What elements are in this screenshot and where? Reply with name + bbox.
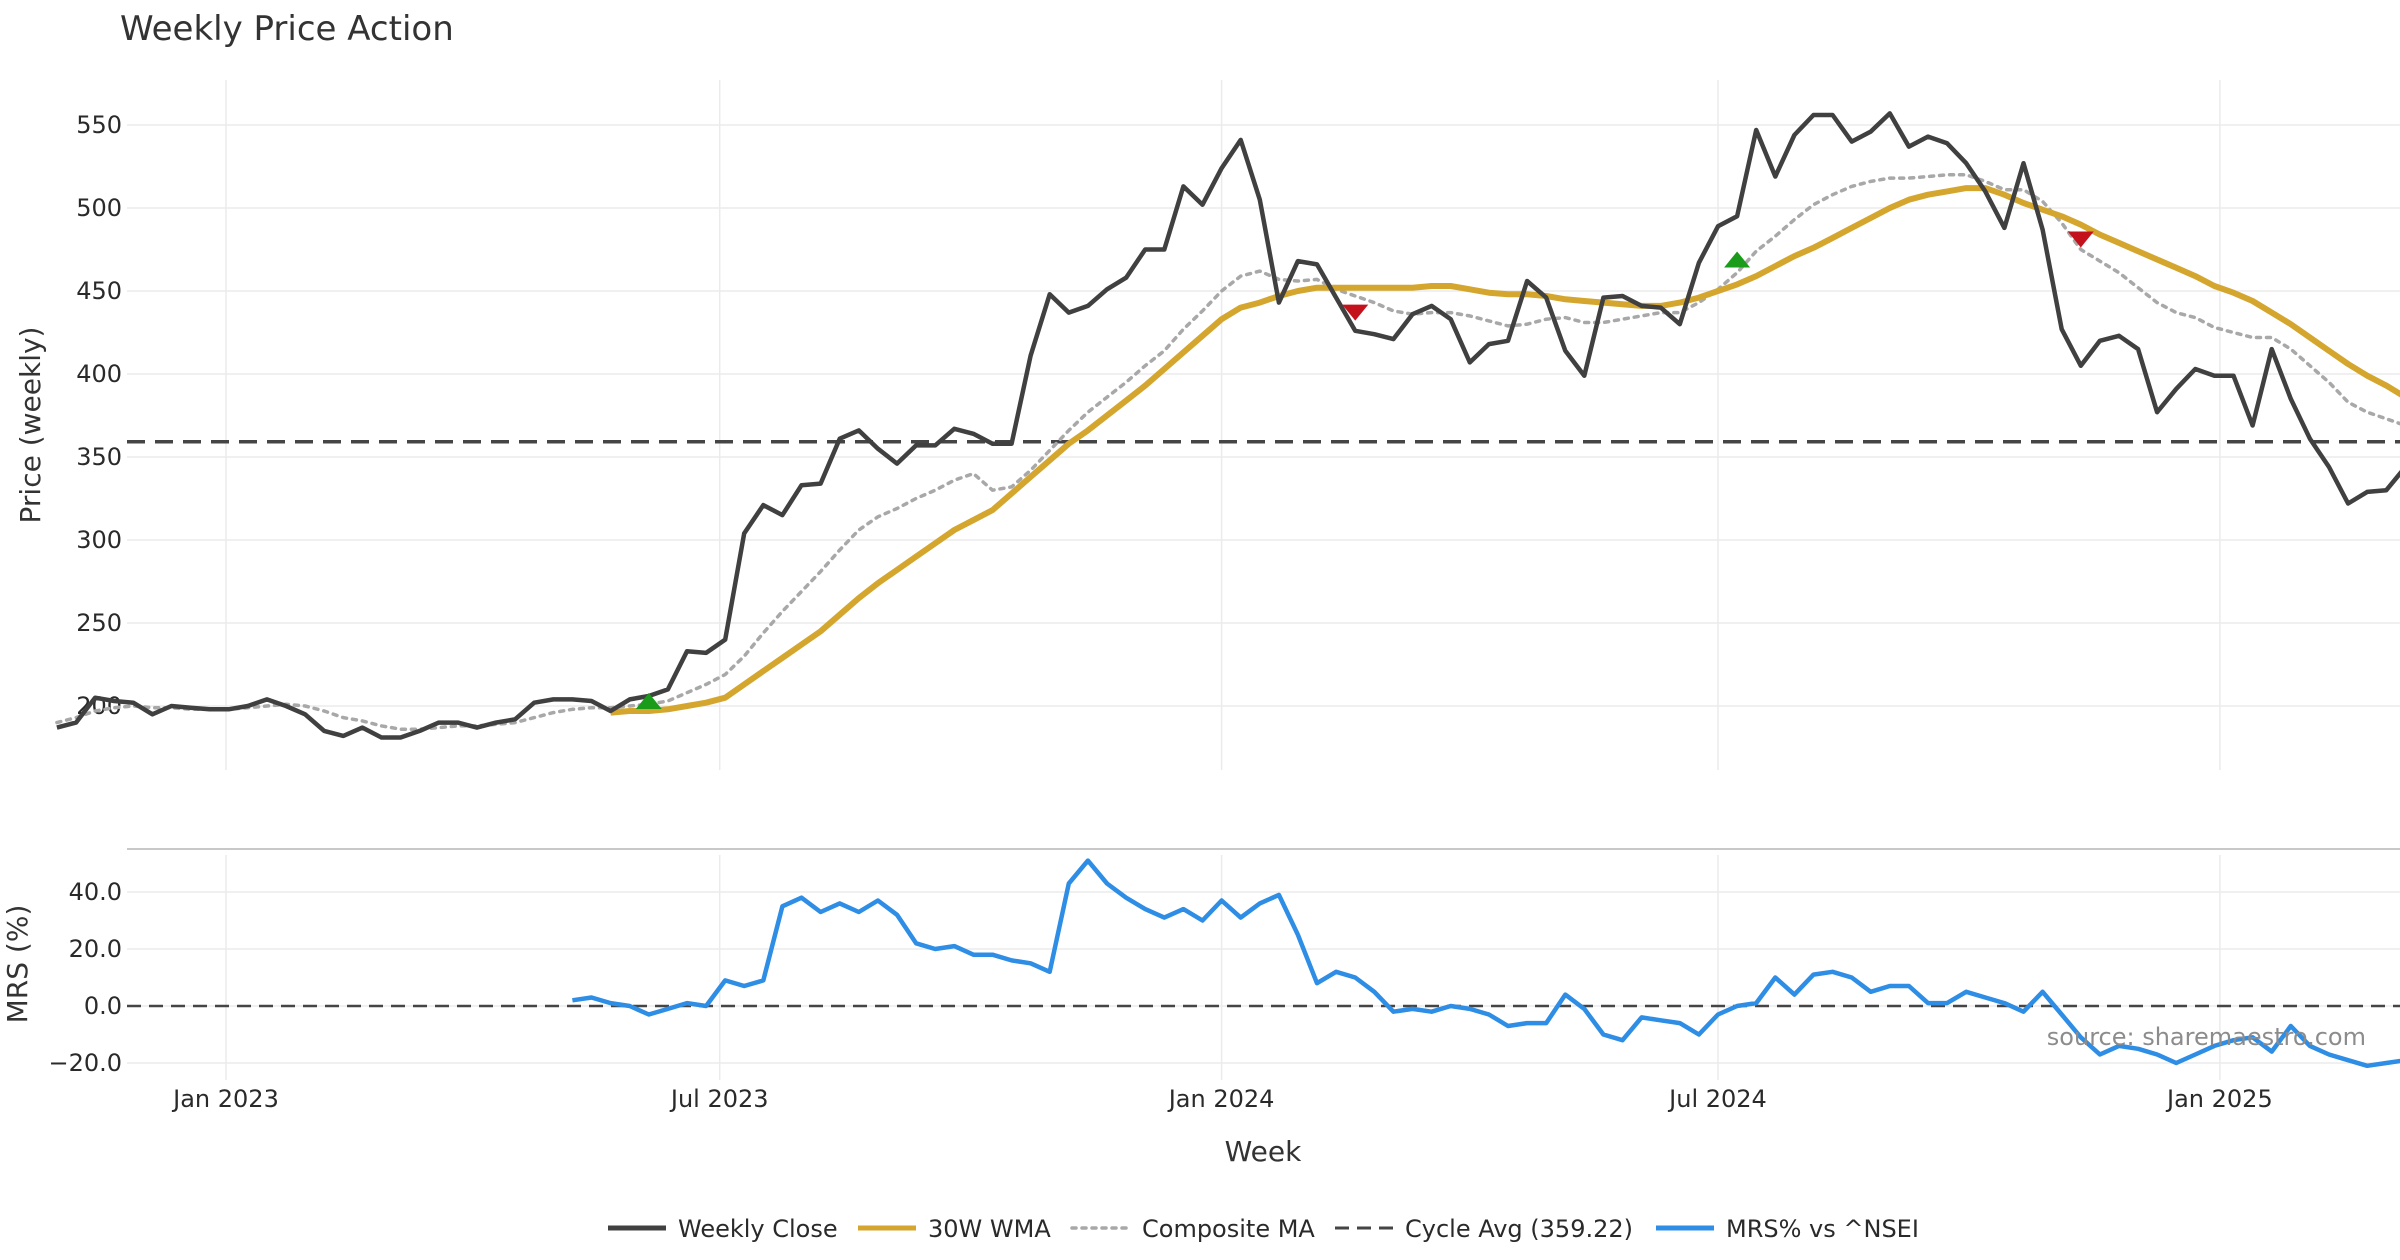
legend-item-mrs-vs-nsei: MRS% vs ^NSEI: [1656, 1215, 1919, 1243]
signal-markers: [635, 231, 2094, 710]
sell-signal-marker: [2067, 231, 2094, 248]
mrs-series-group: [127, 858, 2400, 1069]
mrs-y-tick-label: 40.0: [69, 878, 122, 906]
legend-item-weekly-close: Weekly Close: [608, 1215, 838, 1243]
price-y-tick-label: 300: [76, 526, 122, 554]
buy-signal-marker: [1724, 251, 1751, 268]
weekly-close-line: [56, 111, 2400, 740]
x-tick-label: Jan 2024: [1167, 1085, 1275, 1113]
price-y-tick-label: 550: [76, 111, 122, 139]
legend-item-cycle-avg-359-22: Cycle Avg (359.22): [1335, 1215, 1633, 1243]
30w-wma-line: [610, 185, 2400, 716]
price-y-tick-label: 500: [76, 194, 122, 222]
mrs-line: [572, 858, 2400, 1069]
source-watermark: source: sharemaestro.com: [2047, 1023, 2366, 1051]
mrs-y-axis: 40.0 20.0 0.0 −20.0: [48, 878, 122, 1077]
mrs-y-axis-label: MRS (%): [1, 905, 34, 1024]
legend-label: 30W WMA: [928, 1215, 1051, 1243]
x-tick-label: Jul 2024: [1667, 1085, 1767, 1113]
legend-label: Cycle Avg (359.22): [1405, 1215, 1633, 1243]
legend-label: Weekly Close: [678, 1215, 838, 1243]
price-y-axis-label: Price (weekly): [14, 327, 47, 524]
price-y-tick-label: 250: [76, 609, 122, 637]
mrs-y-tick-label: 0.0: [84, 992, 122, 1020]
sell-signal-marker: [1342, 304, 1369, 321]
mrs-y-tick-label: −20.0: [48, 1049, 122, 1077]
legend-item-30w-wma: 30W WMA: [858, 1215, 1051, 1243]
chart-title: Weekly Price Action: [120, 9, 454, 49]
buy-signal-marker: [635, 693, 662, 710]
price-y-tick-label: 350: [76, 443, 122, 471]
legend-item-composite-ma: Composite MA: [1070, 1215, 1315, 1243]
price-y-tick-label: 450: [76, 277, 122, 305]
legend-label: Composite MA: [1142, 1215, 1315, 1243]
x-tick-label: Jan 2023: [171, 1085, 279, 1113]
x-axis: Jan 2023 Jul 2023 Jan 2024 Jul 2024 Jan 2025…: [171, 1085, 2273, 1113]
x-tick-label: Jan 2025: [2165, 1085, 2273, 1113]
price-gridlines: [127, 80, 2400, 770]
x-axis-label: Week: [1225, 1135, 1302, 1168]
price-series-group: [55, 111, 2400, 740]
legend: Weekly Close 30W WMA Composite MA Cycle Avg…: [608, 1215, 1919, 1243]
price-y-tick-label: 400: [76, 360, 122, 388]
legend-label: MRS% vs ^NSEI: [1726, 1215, 1919, 1243]
mrs-y-tick-label: 20.0: [69, 935, 122, 963]
x-tick-label: Jul 2023: [669, 1085, 769, 1113]
